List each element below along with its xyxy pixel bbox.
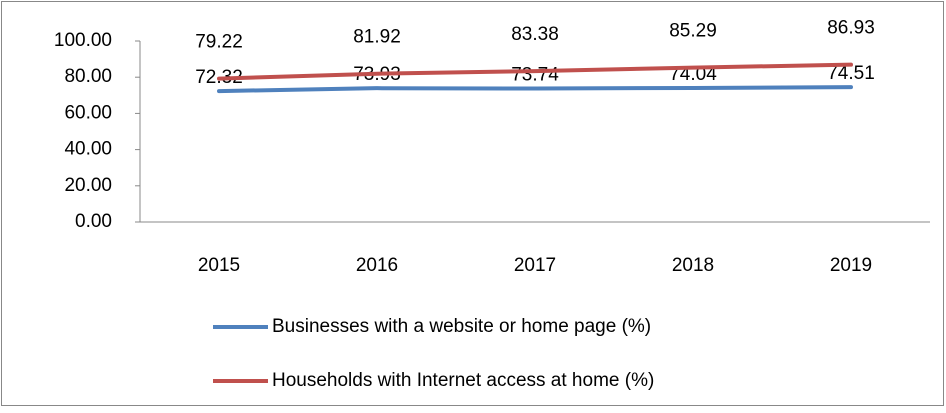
y-tick-label: 0.00 — [75, 211, 112, 232]
data-label: 73.74 — [511, 65, 559, 86]
data-label: 83.38 — [511, 24, 559, 45]
x-tick-label: 2017 — [514, 255, 556, 276]
data-label: 86.93 — [827, 18, 875, 39]
data-label: 81.92 — [353, 27, 401, 48]
series-line — [217, 85, 853, 94]
y-tick-label: 20.00 — [64, 175, 112, 196]
legend-label: Businesses with a website or home page (… — [272, 316, 651, 337]
data-label: 74.51 — [827, 63, 875, 84]
x-tick-label: 2018 — [672, 255, 714, 276]
data-label: 79.22 — [195, 32, 243, 53]
series-line — [217, 62, 853, 81]
chart-border — [1, 1, 944, 406]
x-tick-label: 2019 — [830, 255, 872, 276]
y-tick-label: 100.00 — [54, 30, 112, 51]
x-tick-label: 2015 — [198, 255, 240, 276]
data-label: 85.29 — [669, 21, 717, 42]
legend-label: Households with Internet access at home … — [272, 370, 654, 391]
x-tick-label: 2016 — [356, 255, 398, 276]
y-tick-label: 40.00 — [64, 139, 112, 160]
y-tick-label: 80.00 — [64, 66, 112, 87]
y-tick-label: 60.00 — [64, 102, 112, 123]
